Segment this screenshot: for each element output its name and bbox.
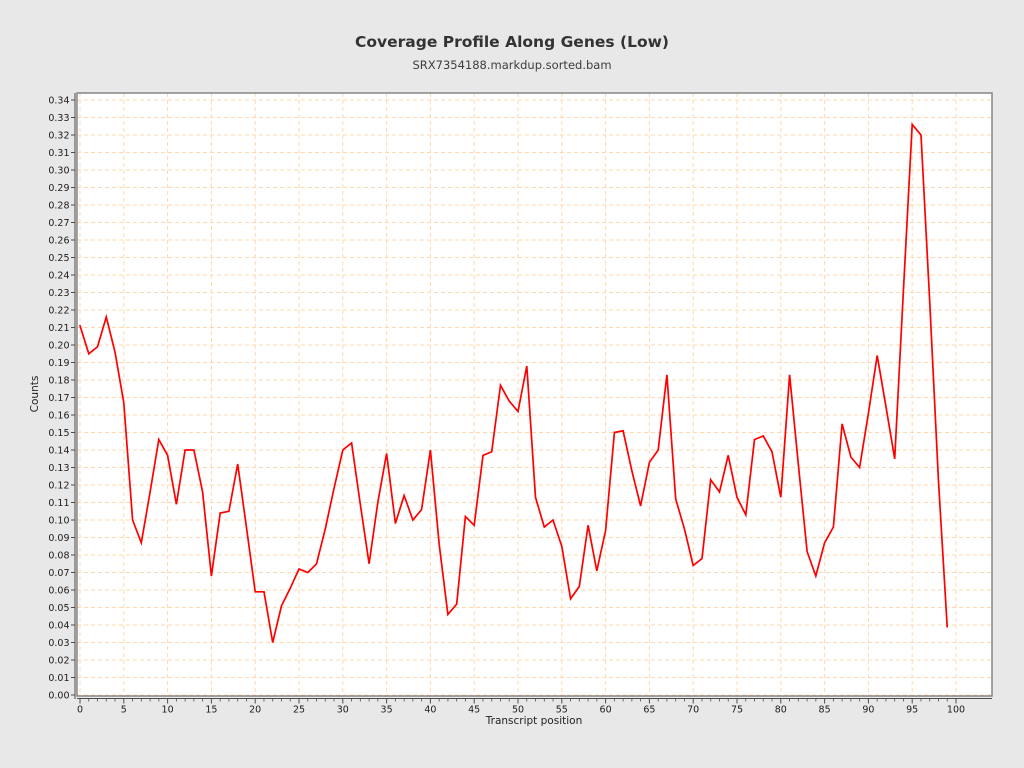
y-tick-label: 0.22 xyxy=(48,305,69,316)
y-tick-label: 0.24 xyxy=(48,270,69,281)
y-tick-label: 0.07 xyxy=(48,568,69,579)
y-tick-label: 0.08 xyxy=(48,550,69,561)
y-tick-label: 0.19 xyxy=(48,358,69,369)
y-tick-label: 0.27 xyxy=(48,218,69,229)
y-tick-label: 0.25 xyxy=(48,253,69,264)
y-tick-label: 0.00 xyxy=(48,690,69,701)
y-tick-label: 0.34 xyxy=(48,95,69,106)
x-tick-label: 35 xyxy=(381,705,393,716)
x-tick-label: 70 xyxy=(687,705,699,716)
x-tick-label: 45 xyxy=(468,705,480,716)
x-tick-label: 20 xyxy=(249,705,261,716)
x-tick-label: 95 xyxy=(906,705,918,716)
x-tick-label: 0 xyxy=(77,705,83,716)
y-tick-label: 0.06 xyxy=(48,585,69,596)
y-tick-label: 0.12 xyxy=(48,480,69,491)
plot-frame-rect xyxy=(76,92,993,697)
x-tick-label: 10 xyxy=(162,705,174,716)
axes-and-ticks: 0.00 0.01 0.02 0.03 0.04 0.05 0.06 0.07 0.08 0.09… xyxy=(48,93,992,716)
y-tick-label: 0.33 xyxy=(48,113,69,124)
y-tick-label: 0.32 xyxy=(48,130,69,141)
y-tick-label: 0.28 xyxy=(48,200,69,211)
y-tick-label: 0.18 xyxy=(48,375,69,386)
y-tick-label: 0.20 xyxy=(48,340,69,351)
y-tick-label: 0.04 xyxy=(48,620,69,631)
y-tick-label: 0.01 xyxy=(48,673,69,684)
y-tick-label: 0.02 xyxy=(48,655,69,666)
x-tick-label: 65 xyxy=(643,705,655,716)
y-tick-label: 0.15 xyxy=(48,428,69,439)
coverage-series-line xyxy=(79,122,949,643)
y-tick-label: 0.05 xyxy=(48,603,69,614)
plot-area xyxy=(77,93,992,696)
x-tick-label: 85 xyxy=(819,705,831,716)
gridlines xyxy=(77,93,992,696)
y-tick-label: 0.26 xyxy=(48,235,69,246)
y-tick-label: 0.14 xyxy=(48,445,69,456)
coverage-polyline xyxy=(79,122,949,643)
y-tick-label: 0.09 xyxy=(48,533,69,544)
x-tick-label: 5 xyxy=(121,705,127,716)
y-tick-label: 0.16 xyxy=(48,410,69,421)
y-tick-label: 0.30 xyxy=(48,165,69,176)
y-tick-label: 0.17 xyxy=(48,393,69,404)
y-tick-label: 0.29 xyxy=(48,183,69,194)
y-axis-label: Counts xyxy=(29,376,41,413)
plot-background xyxy=(77,93,992,696)
y-tick-label: 0.13 xyxy=(48,463,69,474)
x-tick-label: 25 xyxy=(293,705,305,716)
x-tick-label: 80 xyxy=(775,705,787,716)
x-tick-label: 40 xyxy=(424,705,436,716)
plot-frame xyxy=(76,92,993,697)
x-tick-label: 30 xyxy=(337,705,349,716)
x-tick-label: 90 xyxy=(862,705,874,716)
x-tick-label: 15 xyxy=(205,705,217,716)
x-tick-label: 60 xyxy=(600,705,612,716)
y-tick-label: 0.31 xyxy=(48,148,69,159)
y-tick-label: 0.10 xyxy=(48,515,69,526)
y-tick-label: 0.03 xyxy=(48,638,69,649)
x-tick-label: 75 xyxy=(731,705,743,716)
y-tick-label: 0.23 xyxy=(48,288,69,299)
x-tick-label: 55 xyxy=(556,705,568,716)
y-tick-label: 0.11 xyxy=(48,498,69,509)
chart-title: Coverage Profile Along Genes (Low) xyxy=(354,33,669,51)
x-tick-label: 50 xyxy=(512,705,524,716)
x-tick-label: 100 xyxy=(947,705,965,716)
chart-subtitle: SRX7354188.markdup.sorted.bam xyxy=(412,58,612,72)
x-axis-label: Transcript position xyxy=(485,715,582,727)
y-tick-label: 0.21 xyxy=(48,323,69,334)
